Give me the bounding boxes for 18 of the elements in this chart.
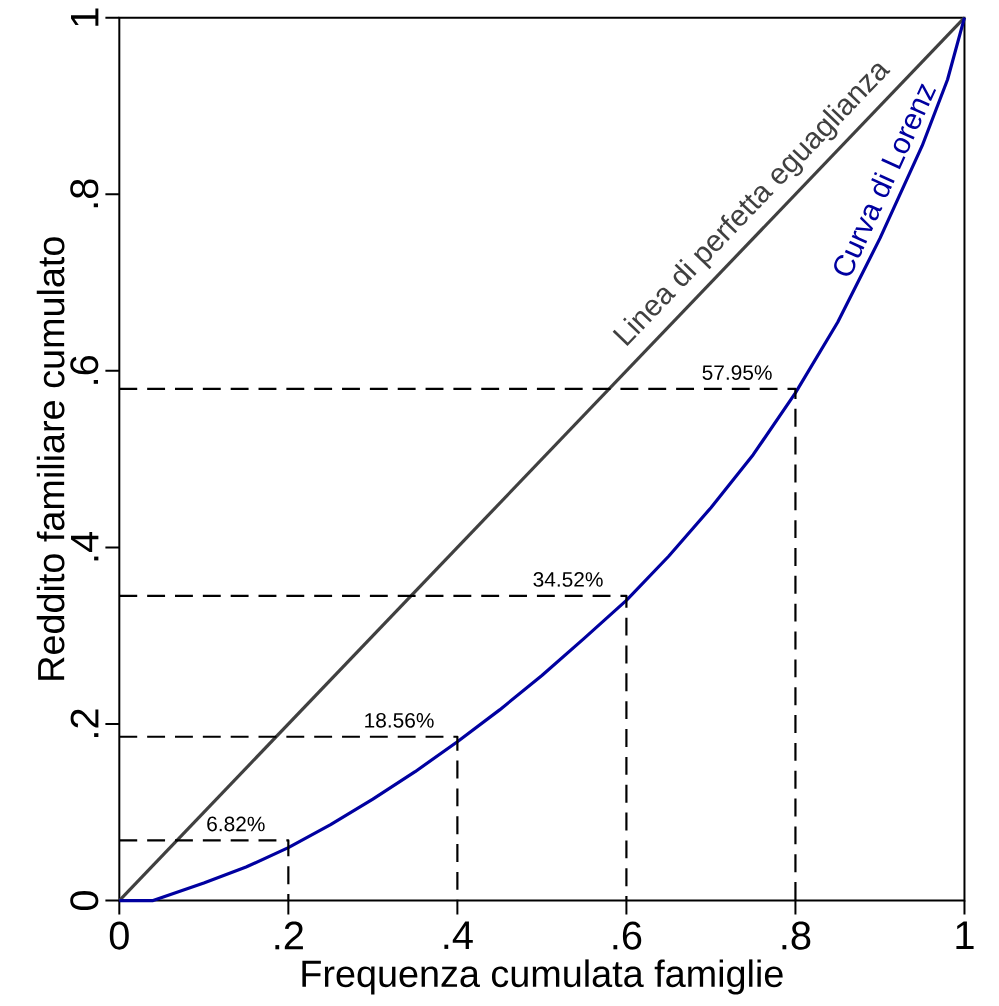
annotation: 6.82%: [207, 816, 265, 832]
y-tick-label: .8: [70, 179, 99, 208]
annotation: 34.52%: [533, 572, 603, 587]
y-tick-label: 0: [70, 891, 99, 911]
x-tick-label: .4: [444, 921, 473, 949]
x-tick-label: 1: [956, 921, 974, 949]
x-axis-title: Frequenza cumulata famiglie: [302, 959, 783, 995]
x-tick-label: .8: [782, 921, 811, 950]
annotation: 18.56%: [365, 712, 434, 728]
annotation: 57.95%: [702, 365, 772, 380]
x-tick-label: .2: [275, 921, 303, 950]
x-tick-label: .6: [613, 921, 642, 950]
y-tick-label: .6: [70, 356, 99, 384]
y-tick-label: .4: [70, 532, 99, 561]
y-tick-label: 1: [70, 8, 99, 26]
x-tick-label: 0: [109, 921, 129, 950]
y-tick-label: .2: [70, 709, 99, 737]
y-axis-title: Reddito familiare cumulato: [36, 237, 65, 680]
